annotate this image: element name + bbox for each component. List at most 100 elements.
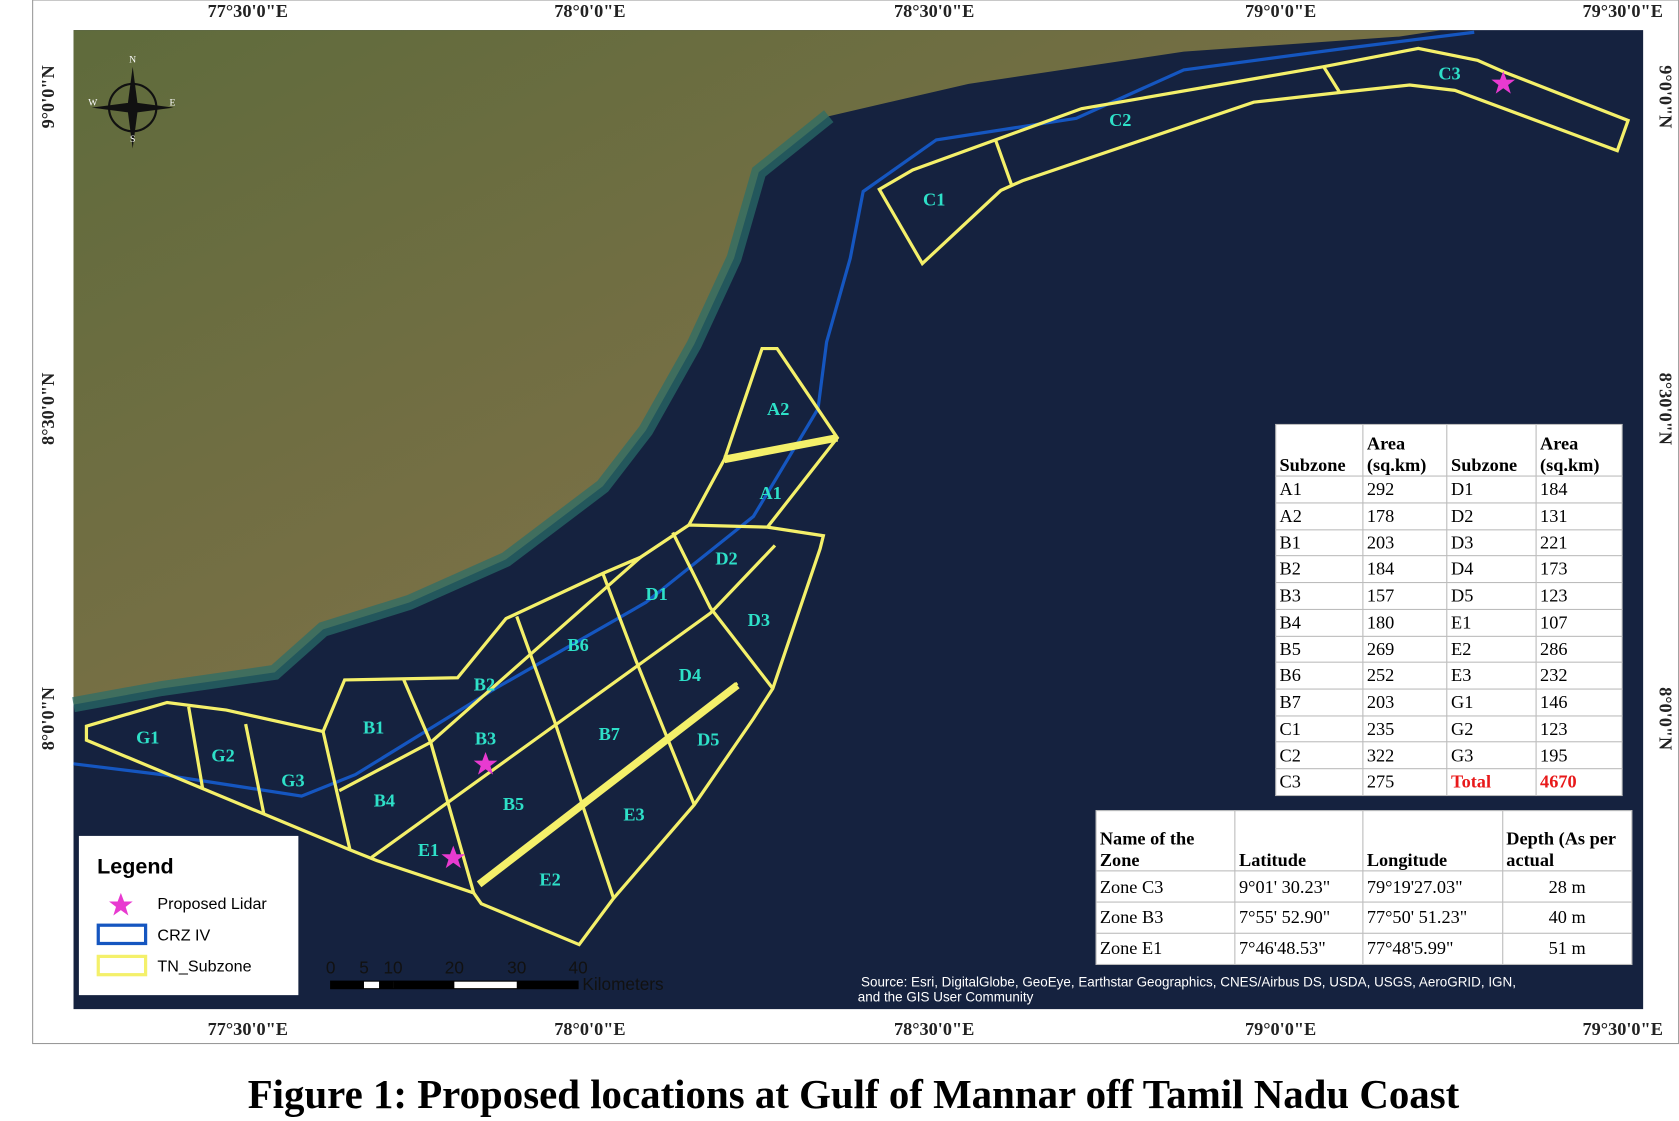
bottom-coord-label: 79°30'0"E bbox=[1583, 1019, 1663, 1039]
table-header: Area (sq.km) bbox=[1362, 423, 1448, 477]
table-cell: 221 bbox=[1535, 528, 1623, 557]
table-cell: 131 bbox=[1535, 502, 1623, 531]
legend-item: TN_Subzone bbox=[157, 957, 251, 975]
compass bbox=[91, 66, 174, 149]
right-coord-label: 8°30'0"N bbox=[1655, 373, 1675, 445]
table-cell: D1 bbox=[1446, 475, 1537, 504]
zone-label: C1 bbox=[923, 189, 945, 209]
table-cell: 184 bbox=[1362, 555, 1448, 584]
table-row: A1 292 D1 184 bbox=[1275, 475, 1623, 504]
legend-box bbox=[78, 835, 299, 996]
table-row: B2 184 D4 173 bbox=[1275, 555, 1623, 584]
crz-line bbox=[73, 30, 1475, 798]
scale-tick-label: 5 bbox=[359, 958, 369, 978]
table-cell: Zone C3 bbox=[1095, 870, 1236, 903]
table-cell: D4 bbox=[1446, 555, 1537, 584]
table-cell: 275 bbox=[1362, 768, 1448, 797]
left-coord-label: 8°30'0"N bbox=[38, 373, 58, 445]
table-cell: 235 bbox=[1362, 715, 1448, 743]
legend-title: Legend bbox=[97, 855, 173, 879]
table-cell: Zone E1 bbox=[1095, 932, 1236, 966]
top-coord-label: 79°30'0"E bbox=[1583, 1, 1663, 21]
table-row: C3 275 Total 4670 bbox=[1275, 768, 1623, 797]
table-row: Name of the Zone Latitude Longitude Depth (… bbox=[1095, 810, 1633, 872]
table-row: Zone C3 9°01' 30.23" 79°19'27.03" 28 m bbox=[1095, 870, 1633, 903]
legend-subzone-swatch bbox=[96, 954, 148, 977]
table-cell: 203 bbox=[1362, 688, 1448, 717]
zone-label: A2 bbox=[767, 399, 789, 419]
scale-bar bbox=[330, 980, 579, 990]
table-row: Zone B3 7°55' 52.90" 77°50' 51.23" 40 m bbox=[1095, 901, 1633, 934]
table-cell: 28 m bbox=[1501, 870, 1633, 903]
table-cell: C1 bbox=[1275, 715, 1364, 743]
table-cell: 292 bbox=[1362, 475, 1448, 504]
table-row: C1 235 G2 123 bbox=[1275, 715, 1623, 743]
table-cell: E1 bbox=[1446, 608, 1537, 637]
table-cell: 9°01' 30.23" bbox=[1234, 870, 1364, 903]
table-cell: A1 bbox=[1275, 475, 1364, 504]
table-cell: 173 bbox=[1535, 555, 1623, 584]
scale-tick-label: 20 bbox=[445, 958, 464, 978]
location-table-grid: Name of the Zone Latitude Longitude Depth (… bbox=[1095, 810, 1633, 966]
zone-label: G2 bbox=[211, 746, 234, 766]
table-row: B4 180 E1 107 bbox=[1275, 608, 1623, 637]
compass-rose bbox=[91, 66, 174, 149]
lidar-markers bbox=[441, 71, 1516, 869]
scale-unit: Kilometers bbox=[582, 974, 663, 994]
table-cell: 180 bbox=[1362, 608, 1448, 637]
zone-label: C2 bbox=[1109, 110, 1131, 130]
table-cell: B3 bbox=[1275, 582, 1364, 610]
left-coord-label: 8°0'0"N bbox=[38, 687, 58, 750]
source-text: and the GIS User Community bbox=[858, 990, 1034, 1005]
scale-tick-label: 30 bbox=[507, 958, 526, 978]
zone-label: D2 bbox=[715, 549, 737, 569]
top-coord-label: 78°30'0"E bbox=[894, 1, 974, 21]
table-cell: B1 bbox=[1275, 528, 1364, 557]
right-coord-label: 8°0'0"N bbox=[1655, 687, 1675, 750]
table-cell: 232 bbox=[1535, 661, 1623, 690]
scale-bar-seg bbox=[393, 981, 455, 989]
table-row: Zone E1 7°46'48.53" 77°48'5.99" 51 m bbox=[1095, 932, 1633, 966]
zone-label: D3 bbox=[748, 610, 770, 630]
table-cell: 146 bbox=[1535, 688, 1623, 717]
table-row: B1 203 D3 221 bbox=[1275, 528, 1623, 557]
table-cell: 7°46'48.53" bbox=[1234, 932, 1364, 966]
table-cell: G3 bbox=[1446, 741, 1537, 770]
table-cell: C3 bbox=[1275, 768, 1364, 797]
zone-label: D4 bbox=[679, 665, 701, 685]
table-cell: 40 m bbox=[1501, 901, 1633, 934]
bottom-coord-label: 78°0'0"E bbox=[554, 1019, 625, 1039]
table-cell: 123 bbox=[1535, 582, 1623, 610]
zone-label: G1 bbox=[136, 727, 159, 747]
compass-letter: N bbox=[129, 54, 136, 65]
zone-label: C3 bbox=[1438, 63, 1460, 83]
table-cell: A2 bbox=[1275, 502, 1364, 531]
scale-bar-seg bbox=[379, 981, 394, 989]
legend-item: CRZ IV bbox=[157, 926, 210, 944]
table-header: Subzone bbox=[1275, 423, 1364, 477]
top-coord-label: 77°30'0"E bbox=[208, 1, 288, 21]
table-header: Latitude bbox=[1234, 810, 1364, 872]
table-row: B7 203 G1 146 bbox=[1275, 688, 1623, 717]
table-cell: E3 bbox=[1446, 661, 1537, 690]
lidar-star bbox=[441, 845, 466, 869]
table-row: Subzone Area (sq.km) Subzone Area (sq.km) bbox=[1275, 423, 1623, 477]
table-cell: B5 bbox=[1275, 635, 1364, 663]
table-row: B5 269 E2 286 bbox=[1275, 635, 1623, 663]
table-header: Area (sq.km) bbox=[1535, 423, 1623, 477]
top-coord-label: 78°0'0"E bbox=[554, 1, 625, 21]
bottom-coord-label: 79°0'0"E bbox=[1245, 1019, 1316, 1039]
table-cell: 195 bbox=[1535, 741, 1623, 770]
table-header: Name of the Zone bbox=[1095, 810, 1236, 872]
zone-label: D1 bbox=[645, 584, 667, 604]
zone-label: B1 bbox=[363, 718, 384, 738]
table-cell: C2 bbox=[1275, 741, 1364, 770]
lidar-star bbox=[473, 751, 498, 775]
shallow-water bbox=[72, 110, 834, 713]
table-row: C2 322 G3 195 bbox=[1275, 741, 1623, 770]
zone-label: E3 bbox=[623, 805, 644, 825]
legend-crz-swatch bbox=[96, 923, 148, 946]
